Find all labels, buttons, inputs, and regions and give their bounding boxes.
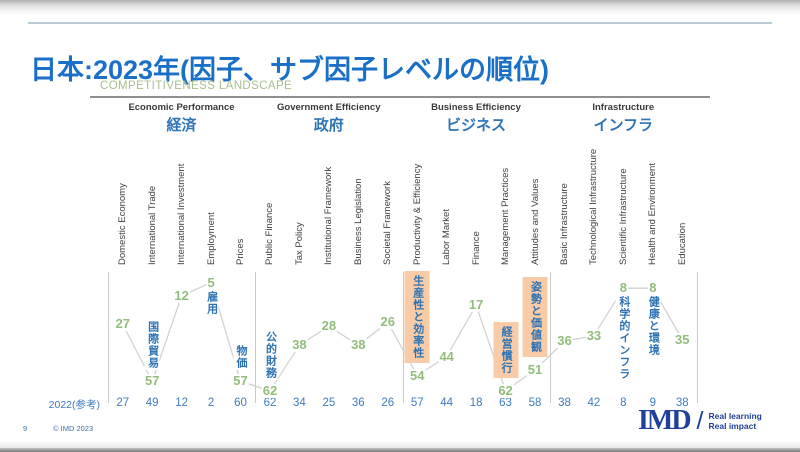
section-divider <box>549 272 551 403</box>
subfactor-label: Productivity & Efficiency <box>411 163 423 265</box>
rank-value-2022: 18 <box>469 397 483 409</box>
subfactor-label: International Investment <box>176 163 188 265</box>
subfactor-label: Scientific Infrastructure <box>617 168 629 265</box>
top-divider-rule <box>28 22 772 24</box>
annotation-ja: 健康と環境 <box>645 295 661 358</box>
rank-value-2023: 33 <box>585 327 603 343</box>
imd-logo-text: IMD <box>638 405 692 436</box>
rank-value-2023: 26 <box>379 314 396 330</box>
rank-value-2023: 62 <box>497 382 514 398</box>
rank-value-2022: 63 <box>499 397 512 409</box>
rank-value-2022: 58 <box>528 397 542 409</box>
rank-value-2022: 25 <box>322 397 336 409</box>
subfactor-label: Labor Market <box>441 209 453 265</box>
rank-value-2022: 49 <box>145 397 159 409</box>
rank-value-2022: 60 <box>234 397 247 409</box>
rank-value-2023: 12 <box>173 287 190 303</box>
rank-value-2022: 26 <box>381 397 395 409</box>
rank-value-2023: 51 <box>526 361 544 377</box>
imd-logo-slash-icon: / <box>696 407 704 435</box>
subfactor-label: Finance <box>470 231 482 265</box>
top-gradient-band <box>0 0 800 16</box>
subfactor-label: Management Practices <box>500 167 512 265</box>
section-divider <box>108 272 109 403</box>
rank-value-2023: 17 <box>467 297 485 313</box>
rank-value-2023: 8 <box>648 280 658 296</box>
section-divider <box>255 272 257 403</box>
subfactor-label: International Trade <box>146 185 158 265</box>
section-header-en: Economic Performance <box>128 102 235 113</box>
rank-value-2023: 28 <box>320 318 338 334</box>
subfactor-label: Basic Infrastructure <box>558 183 570 265</box>
rank-value-2022: 42 <box>587 397 601 409</box>
annotation-ja: 雇用 <box>203 289 219 316</box>
subfactor-label: Attitudes and Values <box>529 178 541 265</box>
annotation-ja-highlighted: 生産性と効率性 <box>404 270 430 363</box>
rank-value-2022: 44 <box>440 397 454 409</box>
annotation-ja: 科学的インフラ <box>615 295 631 382</box>
rank-value-2022: 2 <box>207 397 215 409</box>
page-number: 9 <box>23 424 28 433</box>
rank-value-2023: 8 <box>618 280 628 296</box>
section-header-ja: 政府 <box>313 117 344 134</box>
reference-year-label: 2022(参考) <box>48 399 100 411</box>
subfactor-label: Health and Environment <box>647 163 659 265</box>
rank-value-2023: 54 <box>408 367 426 383</box>
section-header-ja: ビジネス <box>445 117 506 134</box>
subfactor-label: Technological Infrastructure <box>588 148 600 265</box>
rank-value-2022: 62 <box>263 397 277 409</box>
rank-value-2022: 38 <box>558 397 571 409</box>
section-header-ja: 経済 <box>166 117 197 134</box>
annotation-ja-highlighted: 経営慣行 <box>493 321 519 378</box>
rank-value-2023: 35 <box>674 331 691 347</box>
rank-value-2023: 62 <box>261 382 279 398</box>
annotation-ja: 公的財務 <box>262 329 278 380</box>
imd-tagline-line1: Real learning <box>708 410 762 421</box>
rank-value-2023: 57 <box>232 373 249 389</box>
imd-tagline-line2: Real impact <box>708 421 757 431</box>
subfactor-label: Education <box>676 222 688 265</box>
rank-value-2022: 12 <box>175 397 189 409</box>
rank-value-2023: 38 <box>291 337 308 353</box>
rank-value-2022: 57 <box>410 397 424 409</box>
rank-value-2022: 38 <box>675 397 689 409</box>
annotation-ja: 物価 <box>233 344 249 371</box>
bottom-gradient-band <box>0 440 800 448</box>
imd-logo: IMD / Real learning Real impact <box>638 407 762 435</box>
section-divider <box>697 272 698 403</box>
subfactor-label: Institutional Framework <box>323 166 335 265</box>
rank-value-2022: 34 <box>293 397 306 409</box>
chart-heading-rule <box>90 96 710 98</box>
rank-value-2022: 36 <box>351 397 365 409</box>
section-header-en: Government Efficiency <box>277 102 381 113</box>
rank-value-2023: 38 <box>350 337 367 353</box>
rank-value-2022: 8 <box>620 397 627 409</box>
section-header-en: Business Efficiency <box>431 102 521 113</box>
copyright-text: © IMD 2023 <box>53 424 94 433</box>
rank-value-2023: 44 <box>438 348 455 364</box>
rank-value-2022: 27 <box>116 397 130 409</box>
subfactor-label: Public Finance <box>264 202 276 265</box>
section-header-en: Infrastructure <box>592 102 655 113</box>
annotation-ja: 国際貿易 <box>144 320 160 371</box>
rank-value-2023: 5 <box>206 274 216 290</box>
subfactor-label: Employment <box>205 212 217 265</box>
rank-value-2023: 57 <box>143 373 161 389</box>
rank-value-2023: 36 <box>556 333 573 349</box>
rank-value-2022: 9 <box>649 397 657 409</box>
subfactor-label: Societal Framework <box>382 181 394 265</box>
rank-value-2023: 27 <box>114 316 131 332</box>
annotation-ja-highlighted: 姿勢と価値観 <box>522 276 548 357</box>
slide-title: 日本:2023年(因子、サブ因子レベルの順位) <box>30 55 550 86</box>
subfactor-label: Tax Policy <box>293 222 305 265</box>
subfactor-label: Domestic Economy <box>117 183 129 265</box>
subfactor-label: Business Legislation <box>352 178 364 265</box>
chart-heading: COMPETITIVENESS LANDSCAPE <box>100 80 293 92</box>
section-header-ja: インフラ <box>593 117 654 134</box>
section-divider <box>402 272 404 403</box>
subfactor-label: Prices <box>235 238 247 265</box>
bottom-bar <box>0 448 800 452</box>
imd-tagline: Real learning Real impact <box>709 411 762 432</box>
